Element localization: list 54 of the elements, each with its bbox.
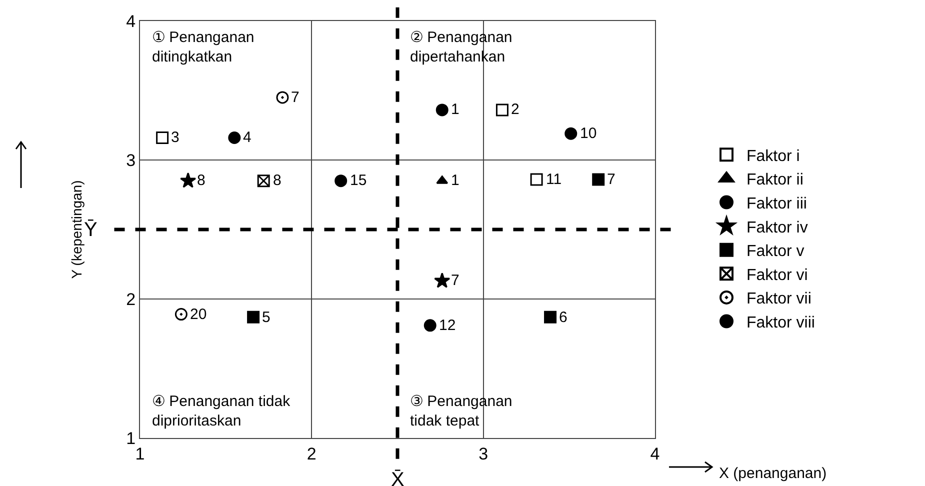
annotation: 7: [451, 272, 460, 289]
legend-label: Faktor vi: [746, 266, 808, 284]
legend-label: Faktor iv: [746, 219, 808, 236]
annotation: ① Penanganan ditingkatkan: [152, 29, 254, 66]
annotation: 11: [546, 171, 562, 188]
annotation: 7: [607, 171, 616, 188]
annotation: 8: [273, 172, 282, 189]
legend-label: Faktor v: [746, 243, 804, 260]
point: [276, 91, 289, 104]
x-tick-label: 2: [306, 444, 316, 464]
annotation: 1: [451, 101, 460, 118]
y-axis-title: Y (kepentingan): [68, 180, 85, 279]
point: [180, 172, 196, 188]
legend-label: Faktor vii: [746, 290, 812, 308]
point: [334, 174, 348, 188]
x-axis-title: X (penanganan): [719, 465, 827, 482]
point: [530, 173, 543, 186]
point: [228, 132, 241, 144]
legend-label: Faktor i: [746, 148, 800, 165]
point: [424, 319, 436, 332]
point: [434, 272, 450, 288]
annotation: 8: [197, 172, 206, 189]
x-tick-label: 3: [478, 444, 488, 464]
annotation: 4: [243, 129, 252, 146]
point: [257, 174, 270, 188]
legend-label: Faktor viii: [746, 314, 815, 332]
annotation: 1: [451, 172, 460, 189]
ref-line-label: X̄: [391, 469, 404, 486]
y-tick-label: 1: [126, 428, 136, 448]
annotation: 20: [190, 306, 207, 323]
annotation: 5: [262, 309, 270, 326]
point: [247, 310, 260, 324]
annotation: 10: [580, 125, 597, 142]
y-tick-label: 2: [126, 290, 136, 309]
ref-line-label: Ȳ: [84, 219, 98, 241]
point: [436, 104, 448, 116]
annotation: 15: [350, 172, 367, 189]
annotation: ④ Penanganan tidak diprioritaskan: [152, 393, 291, 430]
annotation: 3: [171, 129, 180, 146]
annotation: 6: [559, 309, 568, 326]
annotation: 7: [291, 89, 300, 106]
point: [592, 173, 605, 186]
point: [496, 104, 508, 116]
point: [544, 310, 557, 324]
legend-label: Faktor ii: [746, 172, 804, 189]
point: [564, 127, 578, 140]
x-tick-label: 4: [650, 444, 660, 464]
y-tick-label: 3: [126, 150, 136, 170]
annotation: 2: [511, 101, 520, 118]
legend-label: Faktor iii: [746, 196, 807, 212]
point: [174, 308, 188, 321]
y-tick-label: 4: [126, 12, 136, 31]
annotation: 12: [439, 317, 456, 334]
point: [156, 132, 169, 144]
